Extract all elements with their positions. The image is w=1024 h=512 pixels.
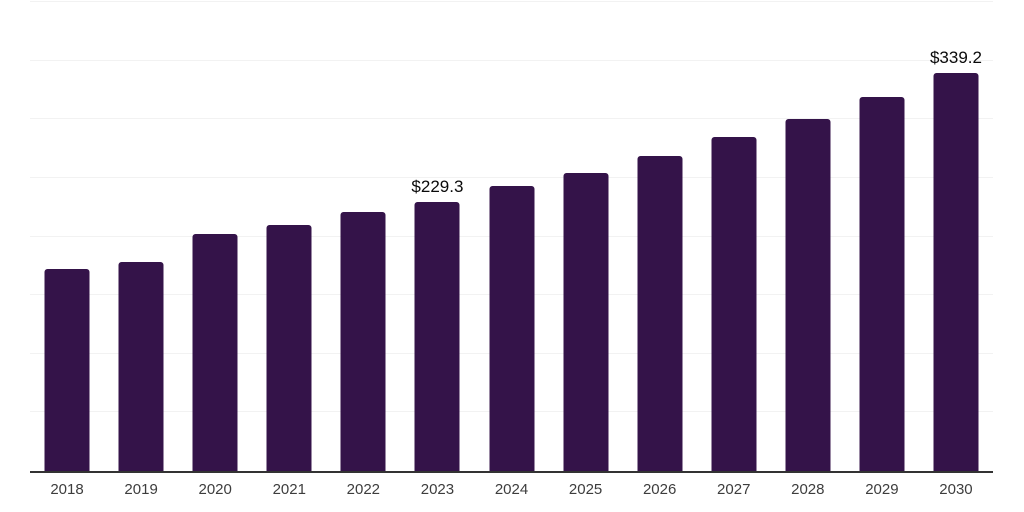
x-tick-label-2030: 2030 xyxy=(939,481,973,498)
bar-slot-2020 xyxy=(178,2,252,471)
bar-value-label-2030: $339.2 xyxy=(929,48,982,68)
bar-slot-2028 xyxy=(771,2,845,471)
bar-slot-2027 xyxy=(697,2,771,471)
x-tick-label-2022: 2022 xyxy=(346,481,381,498)
bar-2018 xyxy=(44,268,90,471)
bar-2019 xyxy=(118,262,164,471)
x-tick-label-2025: 2025 xyxy=(568,481,603,498)
bar-2023 xyxy=(414,202,460,471)
bar-2020 xyxy=(192,234,238,471)
bar-2027 xyxy=(711,137,757,471)
bar-slot-2019 xyxy=(104,2,178,471)
bar-slot-2026 xyxy=(623,2,697,471)
bar-slot-2023: $229.3 xyxy=(400,2,474,471)
x-tick-label-2018: 2018 xyxy=(50,481,84,498)
plot-area: $229.3 $339.2 xyxy=(30,1,993,473)
x-tick-label-2028: 2028 xyxy=(791,481,825,498)
bar-2029 xyxy=(859,96,905,471)
bar-slot-2021 xyxy=(252,2,326,471)
x-tick-label-2023: 2023 xyxy=(420,481,455,498)
bar-slot-2029 xyxy=(845,2,919,471)
x-tick-label-2029: 2029 xyxy=(865,481,899,498)
x-tick-label-2027: 2027 xyxy=(717,481,751,498)
x-tick-label-2021: 2021 xyxy=(272,481,306,498)
gridline-400 xyxy=(30,1,993,2)
bar-2030 xyxy=(933,73,979,471)
bars-container: $229.3 $339.2 xyxy=(30,2,993,471)
bar-2025 xyxy=(563,173,609,471)
gridline-300 xyxy=(30,118,993,120)
bar-2028 xyxy=(785,118,831,471)
x-axis-labels: 2018 2019 2020 2021 2022 2023 2024 2025 2026 2027… xyxy=(30,481,993,499)
bar-slot-2030: $339.2 xyxy=(919,2,993,471)
x-tick-label-2026: 2026 xyxy=(642,481,677,498)
x-tick-label-2024: 2024 xyxy=(494,481,529,498)
bar-2026 xyxy=(637,155,683,471)
gridline-250 xyxy=(30,176,993,178)
bar-slot-2022 xyxy=(326,2,400,471)
bar-slot-2018 xyxy=(30,2,104,471)
bar-2021 xyxy=(266,225,312,471)
bar-2024 xyxy=(489,186,534,471)
x-tick-label-2019: 2019 xyxy=(124,481,158,498)
x-tick-label-2020: 2020 xyxy=(198,481,232,498)
gridline-350 xyxy=(30,59,993,61)
bar-slot-2024 xyxy=(474,2,548,471)
bar-2022 xyxy=(340,212,386,471)
bar-value-label-2023: $229.3 xyxy=(411,177,464,197)
bar-slot-2025 xyxy=(549,2,623,471)
